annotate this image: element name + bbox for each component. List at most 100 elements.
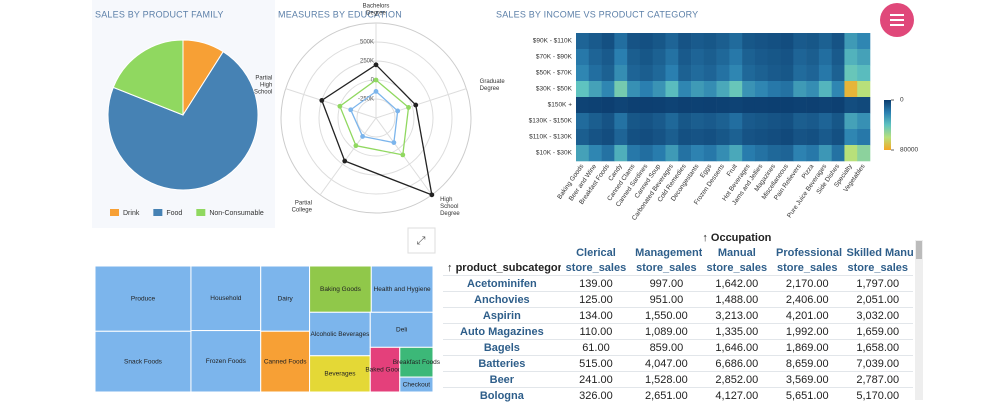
- heat-cell: [768, 129, 781, 145]
- table-cell: 4,201.00: [772, 308, 842, 324]
- table-cell: 125.00: [561, 292, 631, 308]
- column-header: Management: [631, 245, 701, 260]
- y-tick-label: $70K - $90K: [536, 54, 573, 61]
- heat-cell: [653, 145, 666, 161]
- heat-cell: [768, 145, 781, 161]
- heat-cell: [576, 113, 589, 129]
- heat-cell: [614, 113, 627, 129]
- group-header[interactable]: ↑ Occupation: [561, 230, 913, 245]
- heat-cell: [755, 97, 768, 113]
- heat-cell: [781, 97, 794, 113]
- heat-cell: [653, 49, 666, 65]
- table-cell: 2,406.00: [772, 292, 842, 308]
- row-label: Anchovies: [443, 292, 561, 308]
- heat-cell: [589, 65, 602, 81]
- radar-point: [374, 89, 379, 94]
- expand-icon[interactable]: ⤢: [417, 235, 426, 247]
- heat-cell: [665, 97, 678, 113]
- radar-point: [406, 105, 411, 110]
- heat-cell: [691, 65, 704, 81]
- heat-cell: [844, 65, 857, 81]
- radar-point: [348, 107, 353, 112]
- colorbar: [884, 100, 891, 150]
- heat-cell: [819, 97, 832, 113]
- heat-cell: [653, 113, 666, 129]
- heat-cell: [665, 81, 678, 97]
- table-cell: 2,170.00: [772, 276, 842, 292]
- heat-cell: [678, 97, 691, 113]
- heat-cell: [589, 97, 602, 113]
- legend-swatch: [153, 209, 162, 216]
- y-tick-label: $150K +: [548, 102, 573, 109]
- heat-cell: [832, 129, 845, 145]
- table-cell: 1,658.00: [842, 340, 913, 356]
- column-header: Skilled Manual: [842, 245, 913, 260]
- heat-cell: [640, 113, 653, 129]
- heat-cell: [819, 81, 832, 97]
- heat-cell: [857, 97, 870, 113]
- scrollbar[interactable]: [915, 240, 923, 400]
- heat-cell: [832, 113, 845, 129]
- table-cell: 997.00: [631, 276, 701, 292]
- r-tick-label: 250K: [360, 59, 374, 65]
- y-tick-label: $130K - $150K: [529, 118, 573, 125]
- heat-cell: [781, 65, 794, 81]
- table-cell: 1,869.00: [772, 340, 842, 356]
- heat-cell: [819, 49, 832, 65]
- heat-cell: [742, 145, 755, 161]
- header-row: ↑ Occupation: [443, 230, 913, 245]
- heat-cell: [717, 113, 730, 129]
- heat-cell: [653, 65, 666, 81]
- heat-cell: [857, 49, 870, 65]
- table-cell: 3,032.00: [842, 308, 913, 324]
- heat-cell: [742, 49, 755, 65]
- measure-header: store_sales: [772, 260, 842, 276]
- heat-cell: [640, 33, 653, 49]
- legend-label: Non-Consumable: [209, 210, 264, 217]
- heat-cell: [627, 97, 640, 113]
- table-cell: 326.00: [561, 388, 631, 403]
- chart-title: SALES BY INCOME VS PRODUCT CATEGORY: [496, 9, 698, 19]
- heat-cell: [768, 49, 781, 65]
- table-cell: 8,659.00: [772, 356, 842, 372]
- row-label: Bologna: [443, 388, 561, 403]
- table-cell: 2,787.00: [842, 372, 913, 388]
- heat-cell: [704, 33, 717, 49]
- heat-cell: [729, 97, 742, 113]
- column-header: Manual: [702, 245, 772, 260]
- row-header[interactable]: ↑ product_subcategory: [443, 260, 561, 276]
- treemap-label: Deli: [396, 327, 407, 334]
- heat-cell: [793, 97, 806, 113]
- heat-cell: [665, 33, 678, 49]
- legend-label: Food: [166, 210, 182, 217]
- table-cell: 110.00: [561, 324, 631, 340]
- radar-point: [391, 140, 396, 145]
- heat-cell: [691, 113, 704, 129]
- treemap-label: Baking Goods: [320, 286, 362, 293]
- heat-cell: [781, 129, 794, 145]
- heat-cell: [832, 49, 845, 65]
- heat-cell: [614, 65, 627, 81]
- heat-cell: [806, 129, 819, 145]
- treemap-label: Canned Foods: [264, 358, 307, 365]
- heat-cell: [857, 65, 870, 81]
- table-cell: 7,039.00: [842, 356, 913, 372]
- radar-point: [360, 134, 365, 139]
- colorbar-label: 0: [900, 97, 904, 104]
- radar-point: [400, 152, 405, 157]
- legend-swatch: [196, 209, 205, 216]
- heat-cell: [614, 81, 627, 97]
- heat-cell: [640, 97, 653, 113]
- table-cell: 5,651.00: [772, 388, 842, 403]
- radar-point: [353, 143, 358, 148]
- heat-cell: [729, 49, 742, 65]
- heat-cell: [704, 81, 717, 97]
- scroll-thumb[interactable]: [916, 241, 922, 259]
- heat-cell: [832, 97, 845, 113]
- heat-cell: [717, 145, 730, 161]
